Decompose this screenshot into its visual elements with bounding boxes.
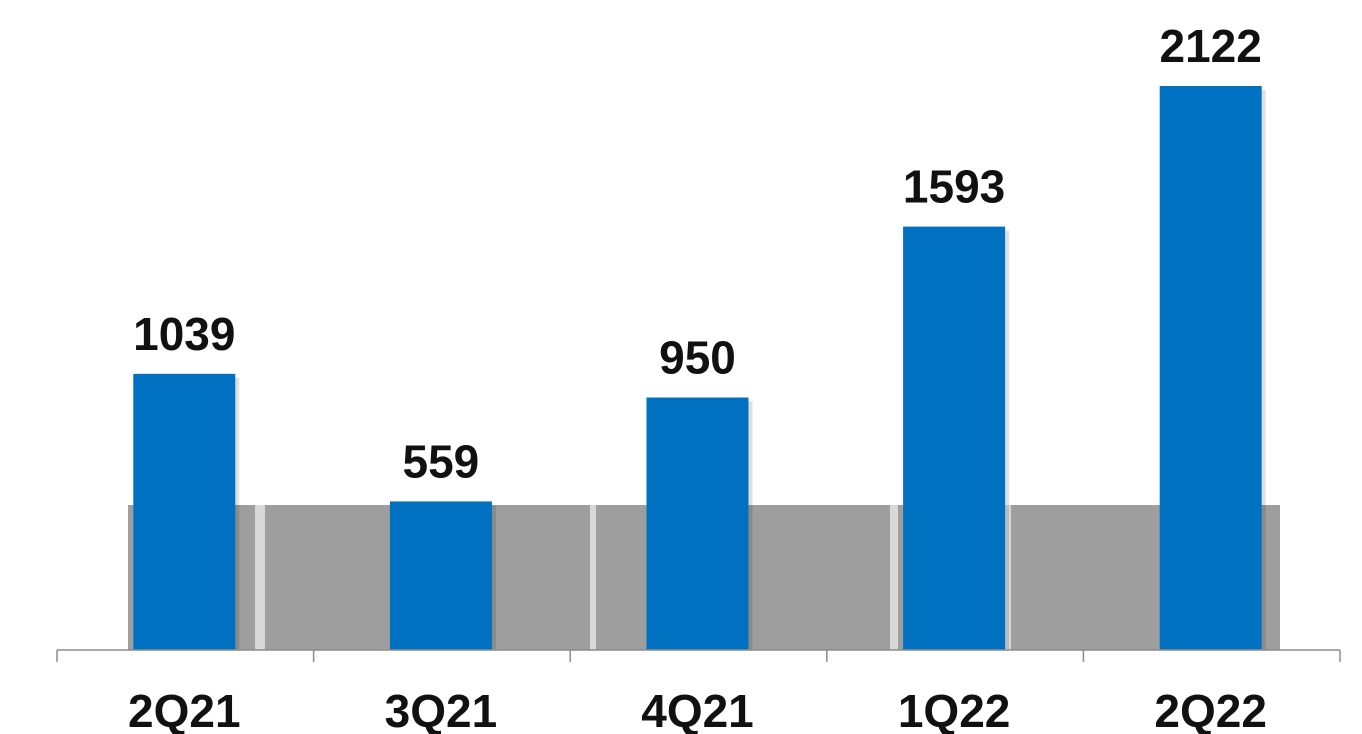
- data-label-1q22: 1593: [903, 161, 1005, 213]
- bar-series: [133, 86, 1266, 650]
- data-label-2q21: 1039: [133, 308, 235, 360]
- data-label-4q21: 950: [659, 332, 736, 384]
- tick-label-2q21: 2Q21: [128, 685, 241, 734]
- tick-label-3q21: 3Q21: [385, 685, 498, 734]
- data-label-2q22: 2122: [1160, 20, 1262, 72]
- bar-2q21: [133, 373, 236, 650]
- background-band-seam: [1005, 505, 1011, 650]
- x-tick-labels: 2Q21 3Q21 4Q21 1Q22 2Q22: [128, 685, 1267, 734]
- x-axis: [56, 649, 1341, 662]
- background-band-seam: [890, 505, 898, 650]
- background-band-seam: [255, 505, 265, 650]
- bar-1q22: [903, 226, 1006, 650]
- tick-label-1q22: 1Q22: [898, 685, 1011, 734]
- tick-label-2q22: 2Q22: [1154, 685, 1267, 734]
- bar-2q22: [1159, 86, 1262, 650]
- bar-4q21: [646, 397, 749, 650]
- tick-label-4q21: 4Q21: [641, 685, 754, 734]
- data-labels: 1039 559 950 1593 2122: [133, 20, 1262, 487]
- data-label-3q21: 559: [403, 435, 480, 487]
- bar-3q21: [389, 501, 492, 650]
- background-band-seam: [590, 505, 596, 650]
